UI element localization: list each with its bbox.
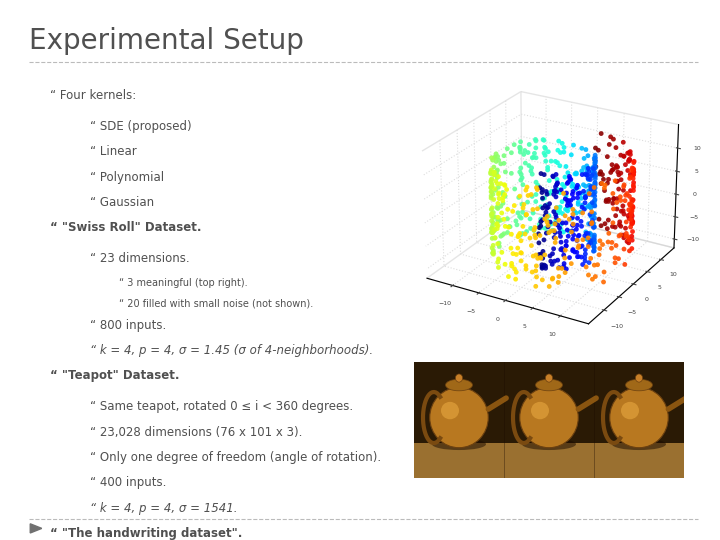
Ellipse shape — [626, 379, 652, 391]
Text: “ 3 meaningful (top right).: “ 3 meaningful (top right). — [119, 278, 248, 288]
Ellipse shape — [432, 438, 486, 450]
Text: “ "Teapot" Dataset.: “ "Teapot" Dataset. — [50, 369, 180, 382]
FancyArrowPatch shape — [578, 398, 596, 409]
Bar — [504, 362, 594, 443]
Ellipse shape — [430, 387, 488, 448]
Text: “ Polynomial: “ Polynomial — [90, 171, 164, 184]
Ellipse shape — [621, 402, 639, 419]
Bar — [414, 443, 504, 478]
Text: “ SDE (proposed): “ SDE (proposed) — [90, 120, 192, 133]
Text: “ Gaussian: “ Gaussian — [90, 196, 154, 209]
Ellipse shape — [536, 379, 562, 391]
Polygon shape — [30, 524, 42, 533]
Ellipse shape — [610, 387, 668, 448]
Text: “ 23,028 dimensions (76 x 101 x 3).: “ 23,028 dimensions (76 x 101 x 3). — [90, 426, 302, 438]
Text: “ Only one degree of freedom (angle of rotation).: “ Only one degree of freedom (angle of r… — [90, 451, 381, 464]
Ellipse shape — [546, 374, 553, 382]
Text: “ "Swiss Roll" Dataset.: “ "Swiss Roll" Dataset. — [50, 221, 202, 234]
Text: “ Four kernels:: “ Four kernels: — [50, 89, 137, 102]
Ellipse shape — [455, 374, 462, 382]
Bar — [594, 362, 684, 443]
Text: “ Linear: “ Linear — [90, 145, 137, 158]
Ellipse shape — [612, 438, 666, 450]
FancyArrowPatch shape — [668, 398, 686, 409]
Bar — [594, 443, 684, 478]
Ellipse shape — [522, 438, 576, 450]
Text: “ k = 4, p = 4, σ = 1541.: “ k = 4, p = 4, σ = 1541. — [90, 502, 238, 515]
Text: “ 23 dimensions.: “ 23 dimensions. — [90, 252, 189, 265]
Text: “ k = 4, p = 4, σ = 1.45 (σ of 4-neighborhoods).: “ k = 4, p = 4, σ = 1.45 (σ of 4-neighbo… — [90, 344, 373, 357]
Bar — [504, 443, 594, 478]
Text: “ "The handwriting dataset".: “ "The handwriting dataset". — [50, 527, 243, 540]
Bar — [414, 362, 504, 443]
Text: “ 20 filled with small noise (not shown).: “ 20 filled with small noise (not shown)… — [119, 298, 313, 308]
Ellipse shape — [446, 379, 472, 391]
Ellipse shape — [441, 402, 459, 419]
Ellipse shape — [520, 387, 578, 448]
Ellipse shape — [531, 402, 549, 419]
Text: Experimental Setup: Experimental Setup — [29, 27, 304, 55]
FancyArrowPatch shape — [488, 398, 506, 409]
Text: “ Same teapot, rotated 0 ≤ i < 360 degrees.: “ Same teapot, rotated 0 ≤ i < 360 degre… — [90, 400, 353, 413]
Ellipse shape — [635, 374, 643, 382]
Text: “ 800 inputs.: “ 800 inputs. — [90, 319, 166, 332]
Text: “ 400 inputs.: “ 400 inputs. — [90, 476, 166, 489]
